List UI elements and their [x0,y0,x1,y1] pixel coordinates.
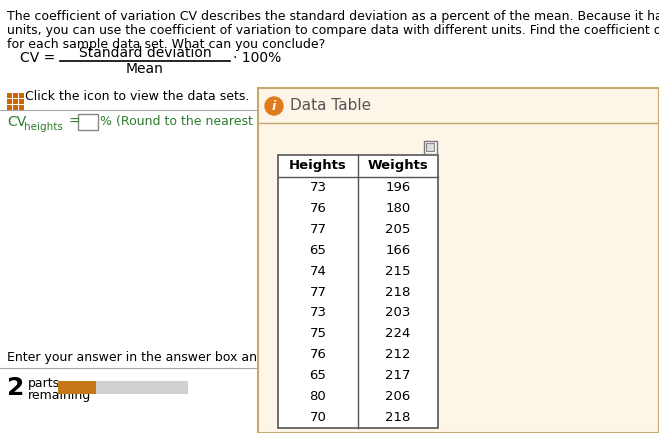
Text: Standard deviation: Standard deviation [78,46,212,60]
Text: remaining: remaining [28,388,91,401]
Text: 212: 212 [386,348,411,361]
Text: 2: 2 [7,376,24,400]
Text: 76: 76 [310,348,326,361]
Text: 217: 217 [386,369,411,382]
Bar [13,105,18,110]
Bar [19,105,24,110]
Text: 180: 180 [386,202,411,215]
Text: i: i [272,100,276,113]
Text: 76: 76 [310,202,326,215]
Bar [58,381,96,394]
Text: CV: CV [7,115,26,129]
Text: Enter your answer in the answer box and: Enter your answer in the answer box and [7,352,265,365]
Bar [7,93,12,98]
Text: Click the icon to view the data sets.: Click the icon to view the data sets. [25,90,249,103]
Text: 65: 65 [310,244,326,257]
Bar [7,105,12,110]
Text: 196: 196 [386,181,411,194]
Bar [258,88,659,433]
Bar [278,155,438,428]
Text: 218: 218 [386,411,411,424]
Text: 218: 218 [386,285,411,298]
Text: 166: 166 [386,244,411,257]
Bar [7,99,12,104]
Bar [13,93,18,98]
Bar [424,141,437,154]
Text: 77: 77 [310,223,326,236]
Text: for each sample data set. What can you conclude?: for each sample data set. What can you c… [7,38,326,51]
Text: · 100%: · 100% [233,51,281,65]
Bar [19,93,24,98]
Text: units, you can use the coefficient of variation to compare data with different u: units, you can use the coefficient of va… [7,24,659,37]
Bar [78,114,98,130]
Text: 80: 80 [310,390,326,403]
Text: parts: parts [28,377,60,390]
Bar [58,381,188,394]
Bar [13,99,18,104]
Text: The coefficient of variation CV describes the standard deviation as a percent of: The coefficient of variation CV describe… [7,10,659,23]
Text: 73: 73 [310,181,326,194]
Text: Mean: Mean [126,62,164,76]
Text: 70: 70 [310,411,326,424]
Text: 75: 75 [310,327,326,340]
Circle shape [265,97,283,115]
Text: 224: 224 [386,327,411,340]
Text: Weights: Weights [368,159,428,172]
Text: 205: 205 [386,223,411,236]
Text: 74: 74 [310,265,326,278]
Text: CV =: CV = [20,51,55,65]
Text: 206: 206 [386,390,411,403]
Text: 73: 73 [310,307,326,320]
Text: Heights: Heights [289,159,347,172]
Text: heights: heights [24,122,63,132]
Bar [426,143,434,151]
Text: 65: 65 [310,369,326,382]
Text: 215: 215 [386,265,411,278]
Text: % (Round to the nearest ten: % (Round to the nearest ten [100,116,277,129]
Text: Data Table: Data Table [290,98,371,113]
Text: =: = [68,115,80,129]
Text: 203: 203 [386,307,411,320]
Bar [19,99,24,104]
Text: 77: 77 [310,285,326,298]
